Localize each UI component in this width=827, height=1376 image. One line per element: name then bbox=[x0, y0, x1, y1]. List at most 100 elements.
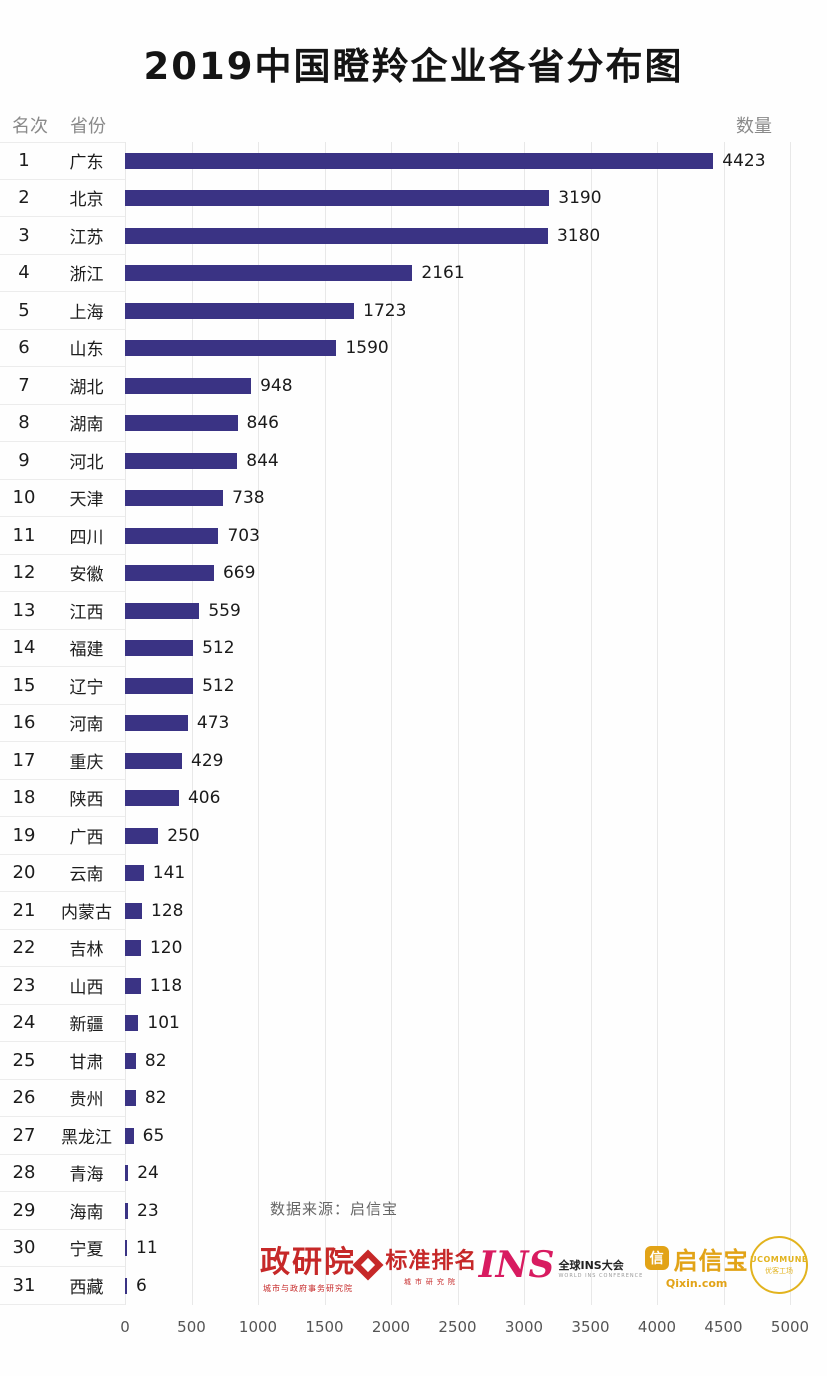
bar bbox=[125, 752, 183, 769]
logo-biaozhun-paiming-name: 标准排名 bbox=[385, 1249, 478, 1274]
logo-ins-subtitle-en: WORLD INS CONFERENCE bbox=[558, 1273, 644, 1280]
table-row: 19 广西 250 bbox=[0, 817, 790, 855]
bar bbox=[125, 1090, 136, 1107]
province-label: 江苏 bbox=[69, 227, 104, 248]
province-label: 陕西 bbox=[69, 790, 104, 811]
row-labels: 18 陕西 bbox=[0, 780, 125, 817]
bar bbox=[125, 1165, 129, 1182]
bar bbox=[125, 490, 224, 507]
table-row: 2 北京 3190 bbox=[0, 180, 790, 217]
bar bbox=[125, 1202, 129, 1219]
x-tick-label: 0 bbox=[120, 1318, 130, 1336]
province-label: 新疆 bbox=[69, 1015, 104, 1036]
province-label: 浙江 bbox=[69, 265, 104, 286]
rank-label: 25 bbox=[12, 1049, 36, 1071]
bar bbox=[125, 940, 141, 957]
rank-label: 23 bbox=[12, 974, 36, 996]
bar-track: 6 bbox=[125, 1267, 790, 1305]
bar bbox=[125, 302, 355, 319]
bar-track: 559 bbox=[125, 592, 790, 630]
value-label: 82 bbox=[144, 1088, 167, 1109]
rank-label: 28 bbox=[12, 1162, 36, 1184]
table-row: 31 西藏 6 bbox=[0, 1267, 790, 1305]
value-label: 846 bbox=[246, 413, 279, 434]
province-label: 贵州 bbox=[69, 1090, 104, 1111]
rank-label: 16 bbox=[12, 712, 36, 734]
table-row: 7 湖北 948 bbox=[0, 367, 790, 405]
rank-label: 2 bbox=[18, 187, 30, 209]
rank-label: 30 bbox=[12, 1237, 36, 1259]
x-tick-label: 2000 bbox=[371, 1318, 411, 1336]
bar-track: 1723 bbox=[125, 292, 790, 330]
value-label: 512 bbox=[202, 675, 235, 696]
table-row: 25 甘肃 82 bbox=[0, 1042, 790, 1080]
bar-track: 512 bbox=[125, 667, 790, 705]
province-label: 云南 bbox=[69, 865, 104, 886]
x-tick-label: 1000 bbox=[238, 1318, 278, 1336]
x-tick-label: 4000 bbox=[637, 1318, 677, 1336]
page-title: 2019中国瞪羚企业各省分布图 bbox=[143, 45, 684, 88]
bar bbox=[125, 602, 200, 619]
bar-track: 3180 bbox=[125, 217, 790, 255]
row-labels: 20 云南 bbox=[0, 855, 125, 892]
bar bbox=[125, 265, 413, 282]
bar-track: 512 bbox=[125, 630, 790, 668]
table-row: 16 河南 473 bbox=[0, 705, 790, 743]
bar bbox=[125, 790, 179, 807]
province-label: 安徽 bbox=[69, 565, 104, 586]
province-label: 广西 bbox=[69, 827, 104, 848]
bar bbox=[125, 977, 141, 994]
gridline bbox=[524, 142, 525, 1305]
province-column-header: 省份 bbox=[70, 116, 106, 137]
logo-ucommune: UCOMMUNE 优客工场 bbox=[750, 1236, 808, 1294]
bar bbox=[125, 715, 188, 732]
logo-ucommune-subtitle: 优客工场 bbox=[765, 1266, 793, 1275]
logo-ins: INS 全球INS大会 WORLD INS CONFERENCE bbox=[478, 1243, 644, 1286]
table-row: 6 山东 1590 bbox=[0, 330, 790, 367]
province-label: 广东 bbox=[69, 152, 104, 173]
logo-ins-name: INS bbox=[478, 1243, 555, 1286]
gridline bbox=[191, 142, 193, 1305]
rank-label: 13 bbox=[12, 599, 36, 621]
row-labels: 23 山西 bbox=[0, 967, 125, 1005]
bar bbox=[125, 340, 337, 357]
rank-label: 4 bbox=[18, 262, 30, 284]
rank-label: 19 bbox=[12, 824, 36, 846]
value-label: 101 bbox=[147, 1013, 180, 1034]
table-row: 8 湖南 846 bbox=[0, 405, 790, 443]
rank-label: 26 bbox=[12, 1087, 36, 1109]
rank-label: 3 bbox=[18, 224, 30, 246]
bar-track: 846 bbox=[125, 405, 790, 443]
row-labels: 14 福建 bbox=[0, 630, 125, 667]
logo-zhengyanyuan: 政研院 城市与政府事务研究院 bbox=[260, 1237, 356, 1294]
value-label: 1590 bbox=[345, 338, 389, 359]
row-labels: 17 重庆 bbox=[0, 742, 125, 780]
rank-label: 12 bbox=[12, 562, 36, 584]
bar bbox=[125, 640, 194, 657]
province-label: 西藏 bbox=[69, 1277, 104, 1298]
value-label: 23 bbox=[137, 1200, 159, 1221]
bar-track: 473 bbox=[125, 705, 790, 743]
x-axis: 0 500 1000 1500 2000 2500 3000 3500 4000 4500 5000 bbox=[120, 1318, 809, 1340]
rank-column-header: 名次 bbox=[12, 116, 48, 137]
value-label: 82 bbox=[144, 1050, 167, 1071]
row-labels: 3 江苏 bbox=[0, 217, 125, 255]
count-column-header: 数量 bbox=[736, 116, 772, 137]
province-label: 四川 bbox=[69, 527, 104, 548]
bar-track: 82 bbox=[125, 1080, 790, 1118]
value-label: 141 bbox=[152, 863, 186, 884]
logo-zhengyanyuan-name: 政研院 bbox=[260, 1244, 356, 1280]
row-labels: 26 贵州 bbox=[0, 1080, 125, 1117]
bar bbox=[125, 865, 144, 882]
row-labels: 1 广东 bbox=[0, 142, 125, 180]
gridline bbox=[258, 142, 259, 1305]
bar-track: 250 bbox=[125, 817, 790, 855]
bar-track: 128 bbox=[125, 892, 790, 930]
rank-label: 5 bbox=[18, 299, 30, 321]
row-labels: 16 河南 bbox=[0, 705, 125, 742]
bar bbox=[125, 377, 252, 394]
rank-label: 6 bbox=[18, 337, 30, 359]
row-labels: 8 湖南 bbox=[0, 405, 125, 442]
value-label: 669 bbox=[222, 563, 256, 584]
